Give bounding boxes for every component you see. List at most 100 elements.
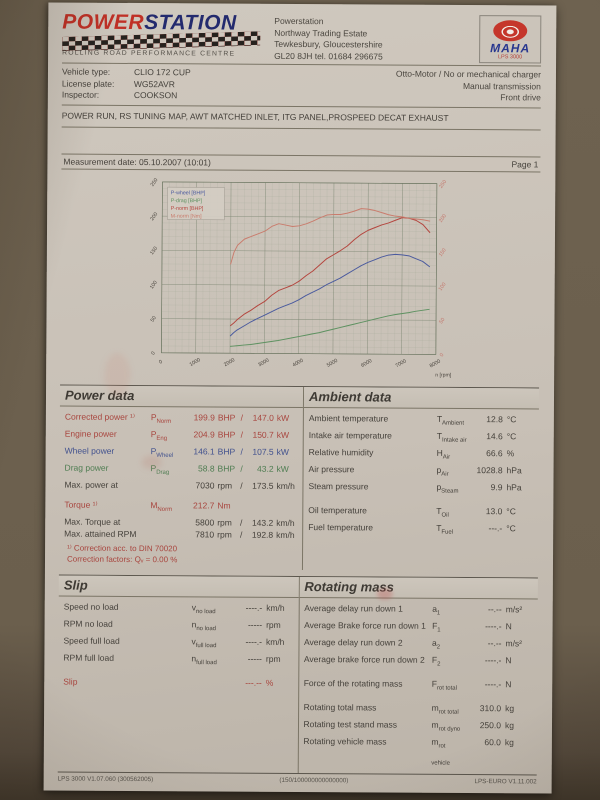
vehicle-info: Vehicle type: CLIO 172 CUP License plate: W…	[62, 66, 541, 105]
footer-center: (150/100000000000000)	[279, 776, 349, 785]
data-label: Engine power	[64, 428, 117, 440]
data-separator: /	[240, 463, 243, 474]
ambient-data-title: Ambient data	[303, 387, 540, 410]
data-separator: /	[239, 529, 243, 540]
data-label: Torque ¹⁾	[64, 499, 98, 510]
data-value: 204.9	[193, 429, 215, 440]
data-value: 9.9	[490, 482, 503, 493]
svg-text:8000: 8000	[429, 358, 442, 369]
rotating-mass-row: Rotating total mass mrot total 310.0 kg	[304, 701, 534, 719]
svg-text:200: 200	[438, 213, 448, 224]
data-label: Fuel temperature	[308, 522, 373, 533]
rotating-mass-title: Rotating mass	[299, 577, 538, 600]
data-symbol: MNorm	[150, 499, 173, 513]
slip-title: Slip	[58, 575, 299, 599]
data-symbol: Frot total	[431, 678, 457, 692]
data-label: Max. power at	[64, 479, 118, 491]
data-separator: /	[240, 429, 243, 440]
data-separator: /	[240, 446, 243, 457]
legend-entry: M-norm [Nm]	[171, 213, 202, 219]
data-value: 43.2	[256, 464, 274, 475]
power-data-row: Max. power at 7030 rpm / 173.5 km/h	[64, 479, 298, 493]
data-symbol: PEng	[150, 429, 168, 443]
data-value: ---.--	[245, 677, 262, 688]
rotating-mass-row: Average brake force run down 2 F2 ----.- N	[304, 653, 534, 671]
rotating-mass-row: Average Brake force run down 1 F1 ----.- N	[304, 619, 534, 637]
logo-subtitle: ROLLING ROAD PERFORMANCE CENTRE	[62, 49, 236, 58]
data-separator: /	[240, 412, 244, 423]
power-data-row: Drag power PDrag 58.8 BHP / 43.2 kW	[65, 462, 299, 480]
drivetrain-info: Otto-Motor / No or mechanical charger Man…	[362, 68, 541, 104]
data-value: -----	[247, 619, 263, 630]
data-label: Average brake force run down 2	[303, 654, 425, 665]
footnote: Correction factors: Qᵥ = 0.00 %	[66, 554, 178, 564]
slip-row: Slip ---.--%	[63, 676, 294, 690]
maha-logo: MAHA LPS 3000	[479, 15, 542, 64]
data-unit: kW	[276, 464, 289, 475]
data-label: Rotating total mass	[303, 702, 377, 713]
data-unit: km/h	[265, 636, 285, 648]
svg-text:3000: 3000	[257, 357, 270, 368]
series-p-norm	[229, 216, 431, 326]
data-symbol: nfull load	[191, 653, 217, 667]
logo-word-power: POWER	[62, 10, 145, 35]
data-unit: kW	[276, 430, 290, 441]
data-unit: kg	[505, 703, 515, 714]
svg-text:0: 0	[158, 358, 164, 365]
checkered-flag-icon	[62, 31, 261, 51]
data-symbol: a1	[432, 603, 441, 617]
data-label: Average delay run down 2	[303, 637, 403, 648]
data-value: ----.-	[245, 636, 263, 647]
legend-entry: P-norm [BHP]	[171, 205, 204, 211]
power-data-row: Torque ¹⁾ MNorm 212.7 Nm	[64, 498, 298, 516]
data-unit: BHP	[217, 446, 236, 457]
data-unit: °C	[506, 414, 517, 425]
rotating-mass-row: Force of the rotating mass Frot total ----…	[304, 677, 534, 695]
data-value: 192.8	[251, 529, 274, 540]
rotating-mass-row: Average delay run down 2 a2 --.-- m/s²	[304, 636, 534, 654]
ambient-data-section: Ambient data Ambient temperature TAmbient…	[301, 387, 540, 572]
data-symbol: TFuel	[436, 523, 454, 536]
data-label: Relative humidity	[308, 447, 374, 458]
vehicle-info-row: Inspector: COOKSON	[62, 90, 362, 103]
legend-entry: P-wheel [BHP]	[171, 190, 206, 196]
measurement-date: Measurement date: 05.10.2007 (10:01)	[63, 156, 211, 167]
data-label: Oil temperature	[308, 505, 367, 516]
powerstation-logo: POWERSTATION ROLLING ROAD PERFORMANCE CE…	[62, 10, 274, 58]
vehicle-info-value: CLIO 172 CUP	[133, 66, 191, 78]
report-page: POWERSTATION ROLLING ROAD PERFORMANCE CE…	[43, 2, 557, 794]
data-unit: hPa	[506, 482, 522, 493]
data-unit: kg	[504, 737, 514, 748]
data-unit: BHP	[217, 429, 236, 440]
data-value: 5800	[195, 516, 215, 528]
ambient-data-row: Relative humidity HAir 66.6%	[309, 446, 535, 464]
ambient-data-row: Air pressure pAir 1028.8 hPa	[308, 463, 534, 481]
svg-text:150: 150	[438, 247, 448, 258]
address-line: GL20 8JH tel. 01684 296675	[274, 50, 383, 61]
data-symbol: pAir	[436, 465, 449, 478]
data-unit: kW	[276, 447, 289, 458]
data-symbol: F2	[431, 654, 441, 668]
data-symbol: PWheel	[150, 446, 174, 460]
company-address: Powerstation Northway Trading Estate Tewke…	[274, 14, 479, 63]
power-data-row: Wheel power PWheel 146.1 BHP / 107.5 kW	[65, 445, 299, 463]
data-unit: N	[505, 679, 512, 690]
data-label: Rotating test stand mass	[303, 719, 398, 730]
data-label: Max. attained RPM	[64, 528, 137, 539]
data-sections-top: Power data Corrected power ¹⁾ PNorm 199.9 B…	[58, 384, 540, 572]
data-symbol: nno load	[191, 619, 217, 633]
data-unit: rpm	[265, 653, 281, 664]
data-value: 7030	[195, 480, 215, 491]
maha-emblem-icon	[493, 20, 528, 42]
data-unit: N	[505, 655, 512, 666]
data-label: Average Brake force run down 1	[304, 620, 426, 631]
data-sections-bottom: Slip Speed no load vno load ----.- km/h RPM …	[57, 574, 538, 776]
footer-right: LPS-EURO V1.11.002	[474, 778, 537, 786]
data-unit: kW	[276, 413, 290, 424]
ambient-data-row: Fuel temperature TFuel ---.- °C	[308, 521, 534, 539]
svg-text:1000: 1000	[189, 356, 202, 367]
svg-text:200: 200	[149, 211, 159, 222]
svg-text:5000: 5000	[326, 357, 339, 368]
data-unit: N	[505, 621, 512, 632]
